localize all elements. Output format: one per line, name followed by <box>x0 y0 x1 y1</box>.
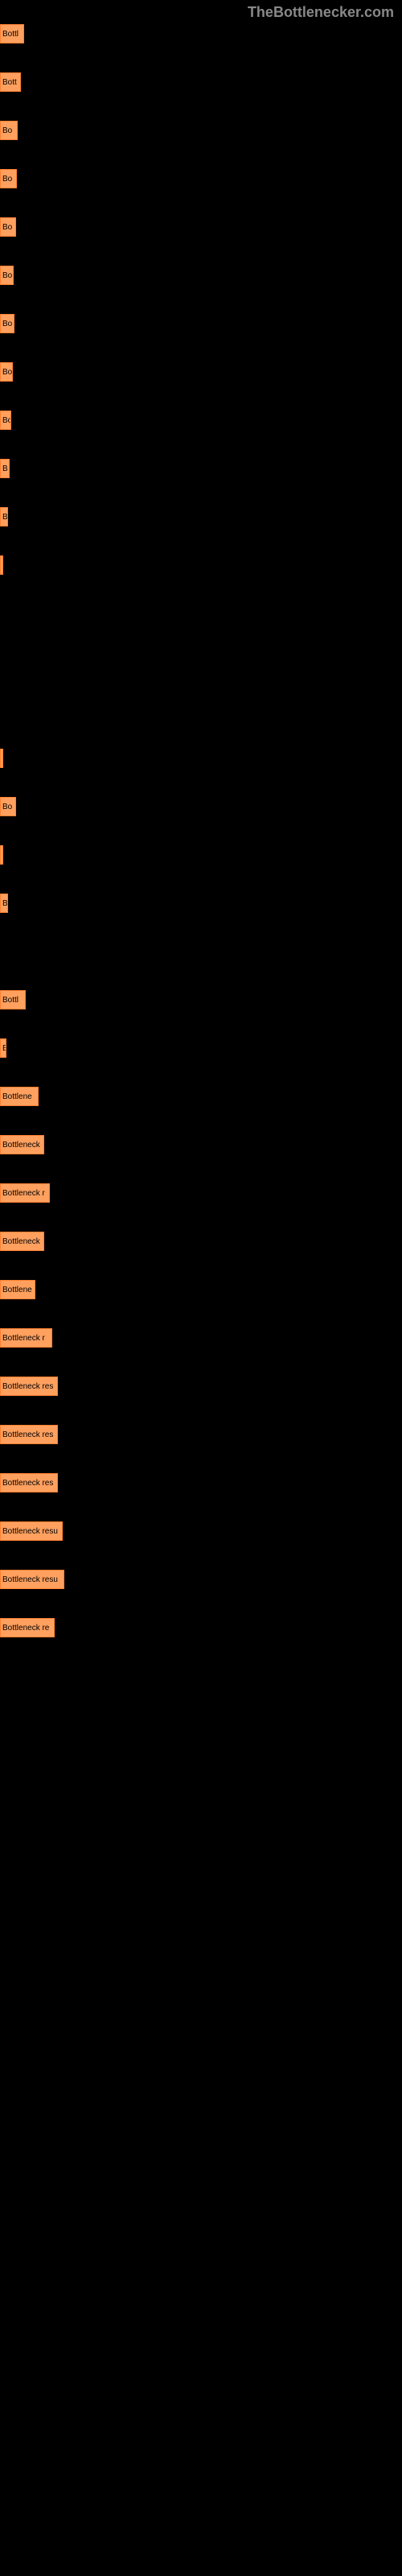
bar <box>0 749 3 768</box>
bar-label: Bottlene <box>2 1092 32 1101</box>
bar-row: Bottleneck res <box>0 1425 402 1444</box>
bar: Bo <box>0 169 17 188</box>
bar: Bottleneck res <box>0 1377 58 1396</box>
bar: Bottleneck resu <box>0 1570 64 1589</box>
bar: Bo <box>0 797 16 816</box>
bar-label: B <box>2 899 8 908</box>
bar-row: Bottl <box>0 24 402 43</box>
bar-row: Bo <box>0 314 402 333</box>
bar-row: B <box>0 894 402 913</box>
bar-row <box>0 652 402 671</box>
bar-label: Bottleneck re <box>2 1624 49 1633</box>
bar-row <box>0 604 402 623</box>
bar-row: Bottleneck r <box>0 1183 402 1203</box>
bar: B <box>0 894 8 913</box>
bar: B <box>0 459 10 478</box>
bar-label: B <box>2 513 8 522</box>
bar-label: Bo <box>2 271 12 280</box>
bar: B <box>0 1038 6 1058</box>
bar: Bottleneck <box>0 1135 44 1154</box>
bar-row: Bottlene <box>0 1280 402 1299</box>
bar-row: Bottleneck resu <box>0 1570 402 1589</box>
bar-label: Bo <box>2 175 12 184</box>
bar-row: Bo <box>0 411 402 430</box>
bar-row: Bottleneck <box>0 1232 402 1251</box>
bar-row: Bottleneck re <box>0 1618 402 1637</box>
bar-row: Bo <box>0 121 402 140</box>
bar-row: Bottlene <box>0 1087 402 1106</box>
bar: Bottlene <box>0 1280 35 1299</box>
bar: Bo <box>0 362 13 382</box>
bar-row: Bo <box>0 797 402 816</box>
bar-label: B <box>2 1044 6 1053</box>
bar-label: Bottleneck resu <box>2 1575 58 1584</box>
bar-row: B <box>0 1038 402 1058</box>
bar-label: Bo <box>2 126 12 135</box>
bar-label: Bo <box>2 368 12 377</box>
bar-row <box>0 555 402 575</box>
bar: Bo <box>0 217 16 237</box>
bar-row: Bottleneck r <box>0 1328 402 1348</box>
bar-row: B <box>0 459 402 478</box>
bar: Bottl <box>0 24 24 43</box>
bar: Bo <box>0 314 14 333</box>
bar-label: Bottleneck r <box>2 1334 45 1343</box>
bar: Bottleneck r <box>0 1328 52 1348</box>
bar-label: Bo <box>2 416 11 425</box>
bar <box>0 845 3 865</box>
bar-label: Bottl <box>2 996 18 1005</box>
bar-label: Bottleneck res <box>2 1479 53 1488</box>
bar-row: Bottleneck <box>0 1135 402 1154</box>
bar-label: Bottleneck <box>2 1237 40 1246</box>
bar-label: Bottleneck resu <box>2 1527 58 1536</box>
bar-row: Bottleneck resu <box>0 1521 402 1541</box>
watermark-text: TheBottlenecker.com <box>248 4 394 21</box>
bar: Bottleneck <box>0 1232 44 1251</box>
bar: Bottleneck re <box>0 1618 55 1637</box>
bar-row <box>0 845 402 865</box>
bar-label: Bo <box>2 320 12 328</box>
bar-row <box>0 700 402 720</box>
bar: Bottl <box>0 990 26 1009</box>
bar: Bottleneck res <box>0 1473 58 1492</box>
bar: Bo <box>0 121 18 140</box>
bar-label: Bottleneck <box>2 1141 40 1150</box>
bar-label: Bottleneck res <box>2 1430 53 1439</box>
bar-label: B <box>2 464 8 473</box>
bar: Bottlene <box>0 1087 39 1106</box>
bar-row: B <box>0 507 402 526</box>
bar: Bott <box>0 72 21 92</box>
bar: Bottleneck r <box>0 1183 50 1203</box>
bar: Bottleneck res <box>0 1425 58 1444</box>
bar-row: Bottleneck res <box>0 1473 402 1492</box>
bar-row: Bo <box>0 266 402 285</box>
bar-label: Bottlene <box>2 1286 32 1294</box>
bar: Bo <box>0 411 11 430</box>
bar-label: Bottl <box>2 30 18 39</box>
bar <box>0 555 3 575</box>
bar-row: Bo <box>0 362 402 382</box>
bar-row: Bo <box>0 217 402 237</box>
bar: Bo <box>0 266 14 285</box>
bar-label: Bottleneck res <box>2 1382 53 1391</box>
bar-row: Bo <box>0 169 402 188</box>
bar-row <box>0 942 402 961</box>
bar-row <box>0 749 402 768</box>
bar-row: Bottl <box>0 990 402 1009</box>
bar-label: Bo <box>2 223 12 232</box>
bar-label: Bott <box>2 78 17 87</box>
bar: Bottleneck resu <box>0 1521 63 1541</box>
bar-row: Bott <box>0 72 402 92</box>
bar-label: Bottleneck r <box>2 1189 45 1198</box>
bar: B <box>0 507 8 526</box>
bar-label: Bo <box>2 803 12 811</box>
bar-row: Bottleneck res <box>0 1377 402 1396</box>
bar-chart: Bottl Bott Bo Bo Bo Bo Bo Bo Bo B B Bo B Bottl B Bottle… <box>0 0 402 1637</box>
